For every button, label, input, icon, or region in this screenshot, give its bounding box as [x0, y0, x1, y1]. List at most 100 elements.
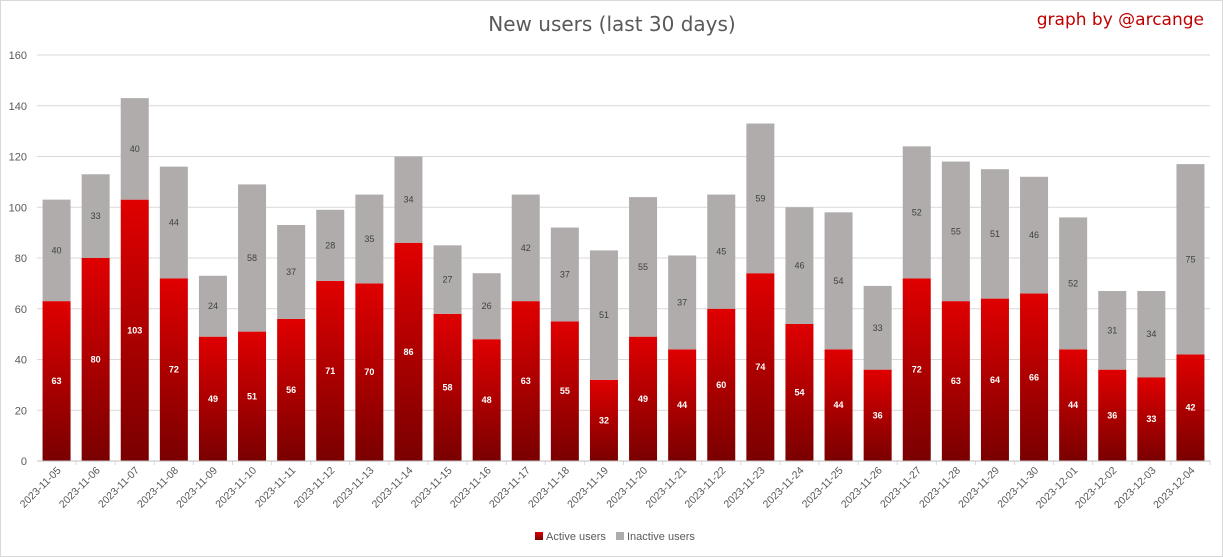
data-label-active: 44 — [1068, 400, 1078, 410]
data-label-active: 71 — [325, 366, 335, 376]
bar-active — [1020, 293, 1049, 461]
bar-active — [629, 336, 658, 461]
y-axis-ticks: 0 20 40 60 80 100 120 140 160 — [9, 50, 27, 468]
bar-active — [42, 301, 71, 461]
data-label-inactive: 40 — [52, 245, 62, 255]
data-label-inactive: 31 — [1107, 325, 1117, 335]
data-label-inactive: 54 — [834, 276, 844, 286]
data-label-inactive: 27 — [443, 275, 453, 285]
data-label-active: 58 — [443, 382, 453, 392]
data-label-active: 49 — [208, 394, 218, 404]
bar-inactive — [42, 199, 71, 302]
bar-active — [1059, 349, 1088, 461]
data-label-inactive: 51 — [990, 229, 1000, 239]
data-label-inactive: 34 — [403, 195, 413, 205]
y-tick-label: 0 — [21, 456, 27, 468]
y-tick-label: 120 — [9, 152, 27, 164]
bar-inactive — [355, 194, 384, 284]
legend-swatch-active — [535, 532, 543, 540]
bar-active — [980, 298, 1009, 461]
data-label-active: 49 — [638, 394, 648, 404]
data-label-active: 64 — [990, 375, 1000, 385]
bar-inactive — [198, 275, 227, 337]
bars: 63 40 80 33 103 40 72 44 49 24 51 58 56 37 71 28 70 35 86 3… — [42, 98, 1205, 461]
data-label-active: 103 — [127, 325, 142, 335]
data-label-active: 72 — [912, 365, 922, 375]
data-label-active: 44 — [677, 400, 687, 410]
bar-inactive — [81, 174, 110, 258]
data-label-inactive: 51 — [599, 310, 609, 320]
bar-active — [433, 313, 462, 461]
data-label-inactive: 75 — [1185, 254, 1195, 264]
data-label-inactive: 24 — [208, 301, 218, 311]
data-label-inactive: 28 — [325, 240, 335, 250]
data-label-active: 51 — [247, 391, 257, 401]
bar-inactive — [316, 209, 345, 281]
y-tick-label: 80 — [15, 253, 27, 265]
data-label-inactive: 37 — [677, 297, 687, 307]
data-label-active: 60 — [716, 380, 726, 390]
bar-inactive — [668, 255, 697, 350]
data-label-inactive: 46 — [1029, 230, 1039, 240]
y-tick-label: 140 — [9, 101, 27, 113]
data-label-active: 74 — [755, 362, 765, 372]
bar-active — [159, 278, 188, 461]
data-label-inactive: 35 — [364, 234, 374, 244]
bar-inactive — [824, 212, 853, 350]
data-label-active: 32 — [599, 415, 609, 425]
data-label-inactive: 52 — [1068, 278, 1078, 288]
bar-inactive — [746, 123, 775, 274]
bar-inactive — [1098, 290, 1127, 370]
data-label-active: 36 — [1107, 410, 1117, 420]
data-label-active: 36 — [873, 410, 883, 420]
data-label-active: 72 — [169, 365, 179, 375]
bar-inactive — [1020, 176, 1049, 294]
bar-active — [472, 339, 501, 461]
data-label-active: 44 — [834, 400, 844, 410]
bar-active — [785, 323, 814, 461]
data-label-active: 66 — [1029, 372, 1039, 382]
bar-active — [824, 349, 853, 461]
bar-inactive — [941, 161, 970, 302]
data-label-active: 86 — [403, 347, 413, 357]
data-label-inactive: 59 — [755, 193, 765, 203]
bar-inactive — [707, 194, 736, 309]
bar-active — [316, 280, 345, 461]
bar-active — [550, 321, 579, 461]
bar-active — [277, 318, 306, 461]
bar-active — [746, 273, 775, 461]
data-label-active: 70 — [364, 367, 374, 377]
data-label-inactive: 58 — [247, 253, 257, 263]
bar-inactive — [785, 207, 814, 324]
data-label-inactive: 34 — [1146, 329, 1156, 339]
y-tick-label: 100 — [9, 202, 27, 214]
y-tick-label: 40 — [15, 355, 27, 367]
bar-inactive — [980, 169, 1009, 299]
legend-label-active: Active users — [546, 531, 606, 543]
bar-active — [863, 369, 892, 461]
bar-active — [238, 331, 267, 461]
legend-label-inactive: Inactive users — [627, 531, 695, 543]
data-label-active: 80 — [91, 355, 101, 365]
bar-active — [81, 258, 110, 461]
legend: Active users Inactive users — [535, 531, 695, 543]
data-label-active: 42 — [1185, 403, 1195, 413]
data-label-inactive: 44 — [169, 217, 179, 227]
bar-inactive — [629, 197, 658, 337]
data-label-active: 63 — [951, 376, 961, 386]
bar-inactive — [550, 227, 579, 322]
bar-active — [511, 301, 540, 461]
bar-inactive — [1176, 164, 1205, 355]
bar-active — [941, 301, 970, 461]
data-label-inactive: 42 — [521, 243, 531, 253]
bar-inactive — [902, 146, 931, 279]
bar-inactive — [238, 184, 267, 332]
data-label-inactive: 37 — [286, 267, 296, 277]
y-tick-label: 20 — [15, 405, 27, 417]
bar-inactive — [472, 273, 501, 340]
data-label-inactive: 55 — [638, 262, 648, 272]
bar-active — [668, 349, 697, 461]
bar-active — [394, 242, 423, 461]
